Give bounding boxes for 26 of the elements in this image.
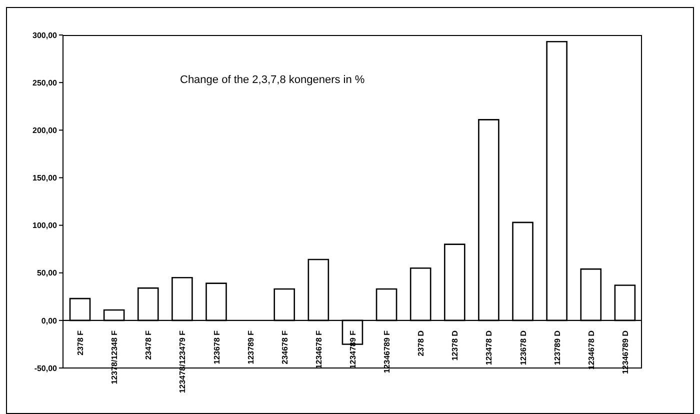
x-tick-label: 123789 D bbox=[552, 330, 562, 366]
x-tick-label: 2378 F bbox=[76, 330, 86, 356]
x-tick-label: 12346789 D bbox=[620, 330, 630, 374]
x-tick-label: 123789 F bbox=[246, 330, 256, 364]
y-tick-label: -50,00 bbox=[34, 364, 58, 373]
y-tick-label: 50,00 bbox=[36, 268, 58, 278]
x-tick-label: 123678 F bbox=[212, 330, 222, 364]
y-tick-label: 250,00 bbox=[32, 78, 58, 88]
y-tick-label: 300,00 bbox=[32, 30, 58, 40]
y-tick-label: 150,00 bbox=[32, 174, 58, 183]
x-tick-label: 23478 F bbox=[144, 330, 154, 360]
x-tick-label: 12346789 F bbox=[382, 330, 392, 374]
x-tick-label: 2378 D bbox=[416, 330, 426, 356]
y-tick-label: 0,00 bbox=[41, 316, 58, 326]
text: Change of the 2,3,7,8 kongeners in % bbox=[180, 74, 365, 86]
x-tick-label: 12378/12348 F bbox=[110, 330, 120, 384]
x-tick-label: 1234789 F bbox=[348, 330, 358, 369]
y-tick-label: 100,00 bbox=[32, 221, 58, 230]
y-tick-label: 200,00 bbox=[32, 126, 58, 135]
x-tick-label: 123478 D bbox=[484, 330, 494, 366]
x-tick-label: 1234678 D bbox=[586, 330, 596, 370]
x-tick-label: 123478/123479 F bbox=[178, 330, 188, 394]
x-tick-label: 1234678 F bbox=[314, 330, 324, 369]
x-tick-label: 234678 F bbox=[280, 330, 290, 364]
x-tick-label: 12378 D bbox=[450, 330, 460, 361]
x-tick-label: 123678 D bbox=[518, 330, 528, 366]
